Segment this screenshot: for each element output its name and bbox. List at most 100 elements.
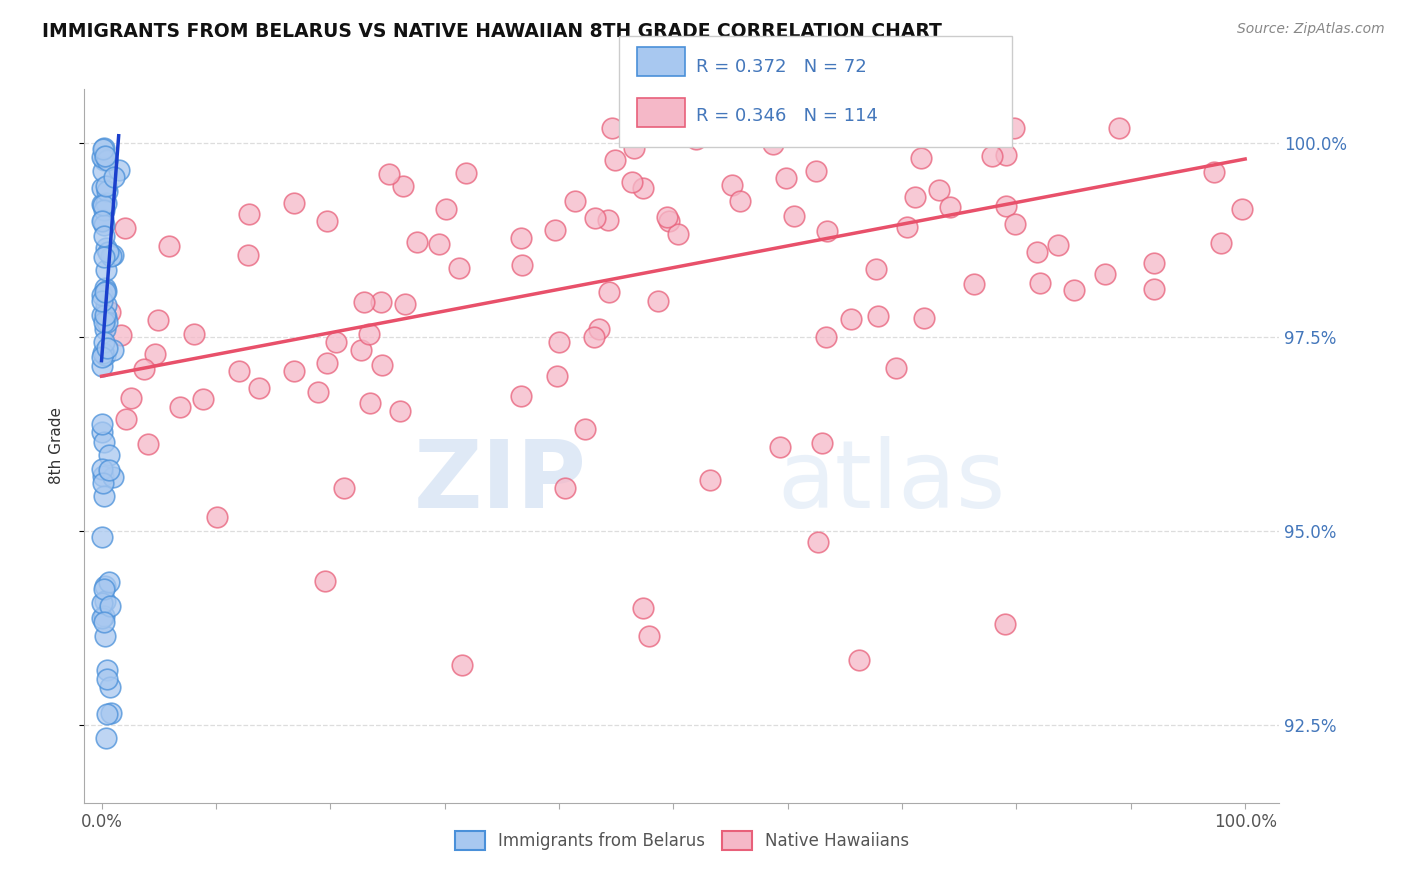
Point bbox=[316, 214, 339, 228]
Point bbox=[93, 334, 115, 349]
Point bbox=[583, 330, 606, 344]
Point bbox=[891, 120, 914, 135]
Point bbox=[848, 653, 870, 667]
Point bbox=[90, 309, 112, 323]
Point bbox=[910, 151, 932, 165]
Text: R = 0.346   N = 114: R = 0.346 N = 114 bbox=[696, 107, 877, 125]
Point bbox=[815, 224, 838, 238]
Point bbox=[316, 356, 339, 370]
Point bbox=[655, 210, 678, 224]
Point bbox=[93, 141, 115, 155]
Point bbox=[963, 277, 986, 292]
Point bbox=[283, 364, 305, 378]
Point bbox=[378, 167, 401, 181]
Point bbox=[359, 396, 381, 410]
Point bbox=[96, 185, 118, 199]
Point bbox=[91, 462, 114, 476]
Point bbox=[370, 295, 392, 310]
Point bbox=[389, 404, 412, 418]
Point bbox=[103, 170, 125, 185]
Point bbox=[283, 196, 305, 211]
Point bbox=[93, 219, 115, 233]
Point bbox=[588, 322, 610, 336]
Point bbox=[314, 574, 336, 588]
Text: atlas: atlas bbox=[778, 435, 1005, 528]
Point bbox=[994, 199, 1017, 213]
Point bbox=[93, 203, 115, 218]
Point bbox=[685, 132, 707, 146]
Point bbox=[307, 384, 329, 399]
Point bbox=[904, 190, 927, 204]
Point bbox=[100, 305, 122, 319]
Point bbox=[804, 164, 827, 178]
Point bbox=[391, 178, 413, 193]
Y-axis label: 8th Grade: 8th Grade bbox=[49, 408, 63, 484]
Point bbox=[728, 194, 751, 208]
Point bbox=[699, 473, 721, 487]
Point bbox=[1026, 244, 1049, 259]
Point bbox=[548, 335, 571, 350]
Point bbox=[238, 207, 260, 221]
Point bbox=[1002, 120, 1025, 135]
Point bbox=[647, 294, 669, 309]
Point bbox=[94, 263, 117, 277]
Point bbox=[325, 334, 347, 349]
Point bbox=[350, 343, 373, 358]
Point bbox=[93, 229, 115, 244]
Point bbox=[101, 343, 124, 358]
Point bbox=[183, 327, 205, 342]
Point bbox=[91, 596, 114, 610]
Point bbox=[658, 214, 681, 228]
Point bbox=[91, 197, 114, 211]
Point bbox=[90, 288, 112, 302]
Point bbox=[427, 236, 450, 251]
Point bbox=[574, 421, 596, 435]
Point bbox=[96, 342, 118, 356]
Point bbox=[191, 392, 214, 406]
Point bbox=[862, 120, 884, 135]
Point bbox=[1143, 256, 1166, 270]
Point bbox=[93, 250, 115, 264]
Point bbox=[623, 141, 645, 155]
Point bbox=[810, 436, 832, 450]
Point bbox=[583, 211, 606, 226]
Point bbox=[720, 178, 742, 193]
Point bbox=[1108, 120, 1130, 135]
Point bbox=[94, 322, 117, 336]
Point bbox=[980, 148, 1002, 162]
Point bbox=[91, 346, 114, 360]
Point bbox=[96, 663, 118, 677]
Point bbox=[1063, 283, 1085, 297]
Point bbox=[406, 235, 429, 250]
Text: Source: ZipAtlas.com: Source: ZipAtlas.com bbox=[1237, 22, 1385, 37]
Point bbox=[91, 611, 114, 625]
Text: R = 0.372   N = 72: R = 0.372 N = 72 bbox=[696, 58, 866, 76]
Point bbox=[815, 330, 838, 344]
Point bbox=[631, 600, 654, 615]
Point bbox=[620, 120, 643, 135]
Point bbox=[451, 658, 474, 673]
Point bbox=[96, 672, 118, 686]
Point bbox=[394, 296, 416, 310]
Point bbox=[621, 175, 644, 189]
Point bbox=[108, 163, 131, 178]
Point bbox=[995, 147, 1018, 161]
Legend: Immigrants from Belarus, Native Hawaiians: Immigrants from Belarus, Native Hawaiian… bbox=[446, 822, 918, 859]
Point bbox=[238, 248, 260, 262]
Point bbox=[912, 311, 935, 326]
Point bbox=[94, 630, 117, 644]
Point bbox=[884, 360, 907, 375]
Point bbox=[775, 171, 797, 186]
Point bbox=[839, 311, 862, 326]
Point bbox=[638, 629, 661, 643]
Point bbox=[91, 530, 114, 544]
Point bbox=[883, 120, 905, 135]
Point bbox=[247, 381, 270, 395]
Point bbox=[357, 327, 380, 342]
Point bbox=[91, 198, 114, 212]
Point bbox=[146, 313, 169, 327]
Point bbox=[546, 368, 568, 383]
Point bbox=[101, 470, 124, 484]
Point bbox=[93, 579, 115, 593]
Point bbox=[98, 681, 121, 695]
